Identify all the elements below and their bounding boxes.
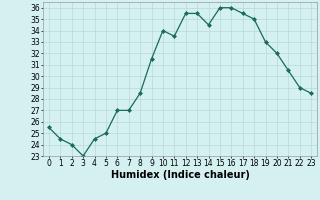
X-axis label: Humidex (Indice chaleur): Humidex (Indice chaleur) [111, 170, 249, 180]
